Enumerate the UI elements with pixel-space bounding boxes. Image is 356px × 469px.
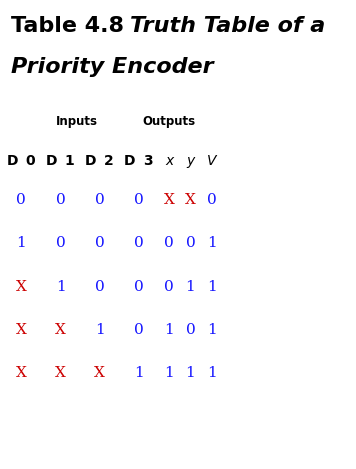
Text: 0: 0 (95, 193, 105, 207)
Text: 0: 0 (185, 323, 195, 337)
Text: X: X (16, 323, 27, 337)
Text: Priority Encoder: Priority Encoder (11, 57, 213, 77)
Text: 0: 0 (134, 323, 144, 337)
Text: X: X (55, 366, 66, 380)
Text: D: D (46, 154, 57, 168)
Text: 0: 0 (25, 154, 35, 168)
Text: 0: 0 (207, 193, 217, 207)
Text: 1: 1 (185, 280, 195, 294)
Text: V: V (207, 154, 216, 168)
Text: D: D (124, 154, 136, 168)
Text: X: X (94, 366, 105, 380)
Text: 1: 1 (164, 323, 174, 337)
Text: X: X (164, 193, 174, 207)
Text: X: X (16, 366, 27, 380)
Text: 0: 0 (56, 236, 66, 250)
Text: 0: 0 (16, 193, 26, 207)
Text: 1: 1 (207, 280, 217, 294)
Text: 2: 2 (104, 154, 114, 168)
Text: 0: 0 (164, 280, 174, 294)
Text: 0: 0 (134, 236, 144, 250)
Text: 0: 0 (185, 236, 195, 250)
Text: D: D (7, 154, 18, 168)
Text: x: x (165, 154, 173, 168)
Text: y: y (186, 154, 195, 168)
Text: 1: 1 (56, 280, 66, 294)
Text: 1: 1 (207, 366, 217, 380)
Text: Inputs: Inputs (56, 115, 98, 128)
Text: X: X (16, 280, 27, 294)
Text: Outputs: Outputs (142, 115, 196, 128)
Text: D: D (85, 154, 96, 168)
Text: 1: 1 (16, 236, 26, 250)
Text: Table 4.8: Table 4.8 (11, 16, 131, 37)
Text: 0: 0 (134, 280, 144, 294)
Text: 1: 1 (95, 323, 105, 337)
Text: 1: 1 (64, 154, 74, 168)
Text: 0: 0 (134, 193, 144, 207)
Text: 1: 1 (207, 323, 217, 337)
Text: 1: 1 (164, 366, 174, 380)
Text: 1: 1 (185, 366, 195, 380)
Text: X: X (185, 193, 196, 207)
Text: 0: 0 (56, 193, 66, 207)
Text: 3: 3 (143, 154, 153, 168)
Text: 1: 1 (207, 236, 217, 250)
Text: Truth Table of a: Truth Table of a (130, 16, 325, 37)
Text: 0: 0 (95, 236, 105, 250)
Text: X: X (55, 323, 66, 337)
Text: 1: 1 (134, 366, 144, 380)
Text: 0: 0 (164, 236, 174, 250)
Text: 0: 0 (95, 280, 105, 294)
